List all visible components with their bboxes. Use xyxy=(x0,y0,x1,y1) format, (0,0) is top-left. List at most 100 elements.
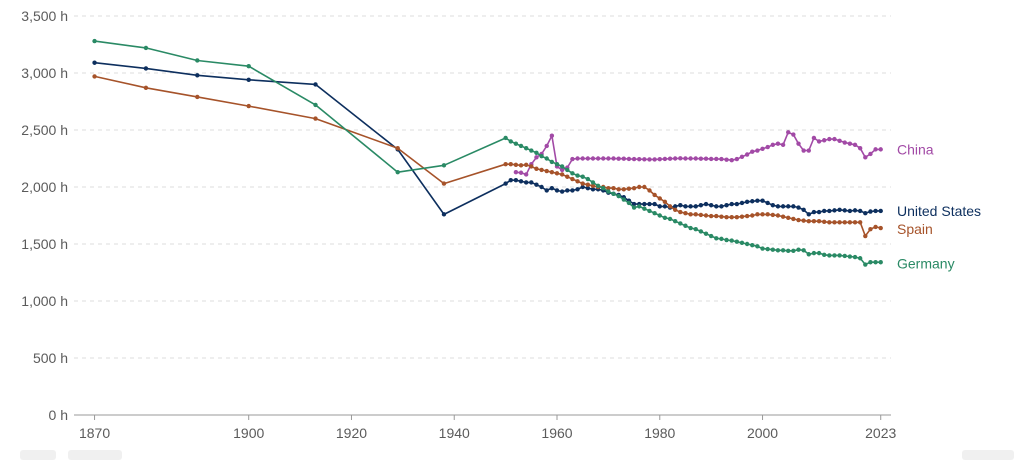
data-point[interactable] xyxy=(791,216,796,222)
data-point[interactable] xyxy=(868,226,873,232)
data-point[interactable] xyxy=(92,60,97,65)
data-point[interactable] xyxy=(529,164,534,169)
data-point[interactable] xyxy=(559,172,565,177)
series-line-germany[interactable] xyxy=(93,40,882,266)
data-point[interactable] xyxy=(678,203,683,208)
data-point[interactable] xyxy=(786,130,791,135)
data-point[interactable] xyxy=(765,144,770,150)
data-point[interactable] xyxy=(857,146,863,151)
data-point[interactable] xyxy=(698,229,704,234)
data-point[interactable] xyxy=(765,200,770,206)
data-point[interactable] xyxy=(575,156,580,161)
data-point[interactable] xyxy=(246,103,251,109)
data-point[interactable] xyxy=(637,156,642,162)
data-point[interactable] xyxy=(441,212,447,217)
data-point[interactable] xyxy=(565,167,570,173)
data-point[interactable] xyxy=(852,142,858,148)
data-point[interactable] xyxy=(606,185,611,191)
data-point[interactable] xyxy=(806,219,811,224)
data-point[interactable] xyxy=(652,157,657,162)
data-point[interactable] xyxy=(816,209,822,215)
data-point[interactable] xyxy=(755,198,760,203)
data-point[interactable] xyxy=(852,220,858,225)
data-point[interactable] xyxy=(518,170,524,175)
data-point[interactable] xyxy=(395,146,400,151)
data-point[interactable] xyxy=(513,162,519,167)
data-point[interactable] xyxy=(811,209,817,215)
data-point[interactable] xyxy=(688,212,693,217)
data-point[interactable] xyxy=(570,171,575,176)
data-point[interactable] xyxy=(863,233,868,239)
data-point[interactable] xyxy=(508,177,513,183)
control-stub-middle[interactable] xyxy=(68,450,122,460)
data-point[interactable] xyxy=(744,213,750,219)
data-point[interactable] xyxy=(852,254,858,260)
data-point[interactable] xyxy=(847,208,853,214)
data-point[interactable] xyxy=(816,219,822,224)
data-point[interactable] xyxy=(714,156,719,162)
data-point[interactable] xyxy=(739,154,745,159)
data-point[interactable] xyxy=(801,248,806,253)
data-point[interactable] xyxy=(631,201,637,207)
data-point[interactable] xyxy=(549,185,555,191)
data-point[interactable] xyxy=(626,200,632,206)
data-point[interactable] xyxy=(816,139,822,144)
data-point[interactable] xyxy=(585,156,591,161)
data-point[interactable] xyxy=(683,211,688,216)
data-point[interactable] xyxy=(606,189,611,194)
data-point[interactable] xyxy=(832,208,837,213)
data-point[interactable] xyxy=(580,174,585,179)
data-point[interactable] xyxy=(878,225,883,231)
data-point[interactable] xyxy=(621,197,627,202)
data-point[interactable] xyxy=(585,182,591,187)
data-point[interactable] xyxy=(739,200,745,206)
data-point[interactable] xyxy=(729,158,734,163)
data-point[interactable] xyxy=(657,204,662,209)
data-point[interactable] xyxy=(534,155,539,160)
data-point[interactable] xyxy=(534,182,539,187)
data-point[interactable] xyxy=(734,156,740,162)
data-point[interactable] xyxy=(590,180,596,185)
data-point[interactable] xyxy=(554,162,560,167)
data-point[interactable] xyxy=(503,135,508,141)
data-point[interactable] xyxy=(652,192,657,198)
data-point[interactable] xyxy=(760,146,765,152)
data-point[interactable] xyxy=(92,74,97,79)
data-point[interactable] xyxy=(539,154,544,159)
data-point[interactable] xyxy=(770,247,776,252)
data-point[interactable] xyxy=(770,203,776,208)
data-point[interactable] xyxy=(693,204,698,209)
data-point[interactable] xyxy=(544,143,549,149)
data-point[interactable] xyxy=(657,213,662,218)
data-point[interactable] xyxy=(796,247,801,252)
data-point[interactable] xyxy=(657,156,662,162)
data-point[interactable] xyxy=(570,156,575,162)
data-point[interactable] xyxy=(806,252,811,257)
data-point[interactable] xyxy=(503,181,508,186)
data-point[interactable] xyxy=(760,198,765,203)
data-point[interactable] xyxy=(575,179,580,184)
data-point[interactable] xyxy=(698,203,704,208)
data-point[interactable] xyxy=(508,162,513,167)
data-point[interactable] xyxy=(786,248,791,254)
data-point[interactable] xyxy=(606,156,611,161)
data-point[interactable] xyxy=(873,260,878,265)
data-point[interactable] xyxy=(642,157,647,162)
data-point[interactable] xyxy=(539,184,544,190)
data-point[interactable] xyxy=(631,185,637,191)
data-point[interactable] xyxy=(770,212,776,218)
data-point[interactable] xyxy=(565,188,570,193)
data-point[interactable] xyxy=(786,215,791,220)
data-point[interactable] xyxy=(508,139,513,144)
data-point[interactable] xyxy=(868,209,873,214)
data-point[interactable] xyxy=(585,176,591,182)
data-point[interactable] xyxy=(441,163,447,168)
data-point[interactable] xyxy=(585,185,591,191)
data-point[interactable] xyxy=(611,191,616,197)
data-point[interactable] xyxy=(775,248,781,253)
data-point[interactable] xyxy=(714,204,719,209)
data-point[interactable] xyxy=(863,262,868,267)
data-point[interactable] xyxy=(626,186,632,191)
data-point[interactable] xyxy=(852,208,858,213)
data-point[interactable] xyxy=(626,156,632,162)
